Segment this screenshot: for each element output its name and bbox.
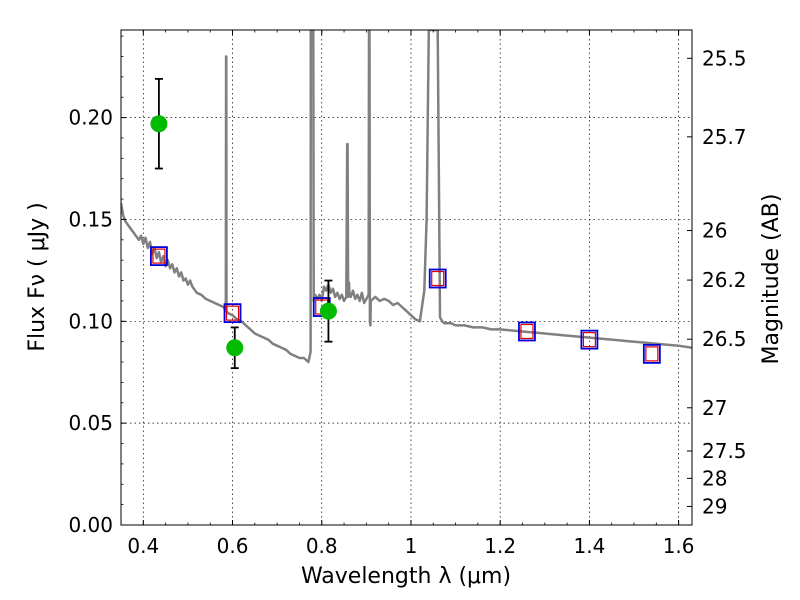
right-tick-label: 28 [702,466,727,490]
plot-frame [120,29,693,526]
gridlines [121,30,692,526]
right-axis-label: Magnitude (AB) [759,194,784,365]
model-photometry-square [518,321,536,342]
x-tick-label: 1.6 [663,534,695,558]
model-photometry-square [223,303,242,324]
right-tick-label: 27 [702,396,727,420]
model-photometry-square [642,343,661,364]
data-layer [121,30,692,370]
observed-flux-point [150,115,168,133]
right-tick-label: 27.5 [702,439,747,463]
model-photometry-inner-square [152,248,166,264]
right-tick-label: 26 [702,219,727,243]
x-tick-label: 0.4 [127,534,159,558]
model-photometry-inner-square [645,346,659,362]
model-photometry-inner-square [582,332,596,348]
model-photometry-inner-square [225,305,240,321]
right-tick-label: 29 [702,494,727,518]
y-tick-label: 0.00 [68,513,113,537]
x-tick-label: 1.2 [484,534,516,558]
model-photometry-square [580,329,599,350]
y-axis-label: Flux Fν ( μJy ) [25,202,50,351]
x-axis-label: Wavelength λ (μm) [301,564,511,589]
y-tick-label: 0.20 [68,106,113,130]
right-tick-label: 26.5 [702,327,747,351]
axes: 0.4 0.6 0.8 1 1.2 1.4 1.6 0.00 0.05 0.10 0.15 0.20 2… [68,30,747,558]
model-photometry-inner-square [431,270,445,287]
y-tick-label: 0.05 [68,411,113,435]
x-tick-label: 1.4 [573,534,605,558]
y-tick-label: 0.15 [68,207,113,231]
x-tick-label: 1 [405,534,418,558]
x-tick-label: 0.8 [306,534,338,558]
model-spectrum-line [121,30,692,364]
model-photometry-square [428,268,447,289]
observed-flux-point [226,339,244,357]
model-photometry-square [150,246,168,267]
right-tick-label: 25.7 [702,125,747,149]
right-tick-label: 26.2 [702,268,747,292]
observed-flux-point [319,302,337,320]
y-tick-label: 0.10 [68,309,113,333]
right-tick-label: 25.5 [702,46,747,70]
x-tick-label: 0.6 [217,534,249,558]
model-photometry-inner-square [520,323,534,340]
